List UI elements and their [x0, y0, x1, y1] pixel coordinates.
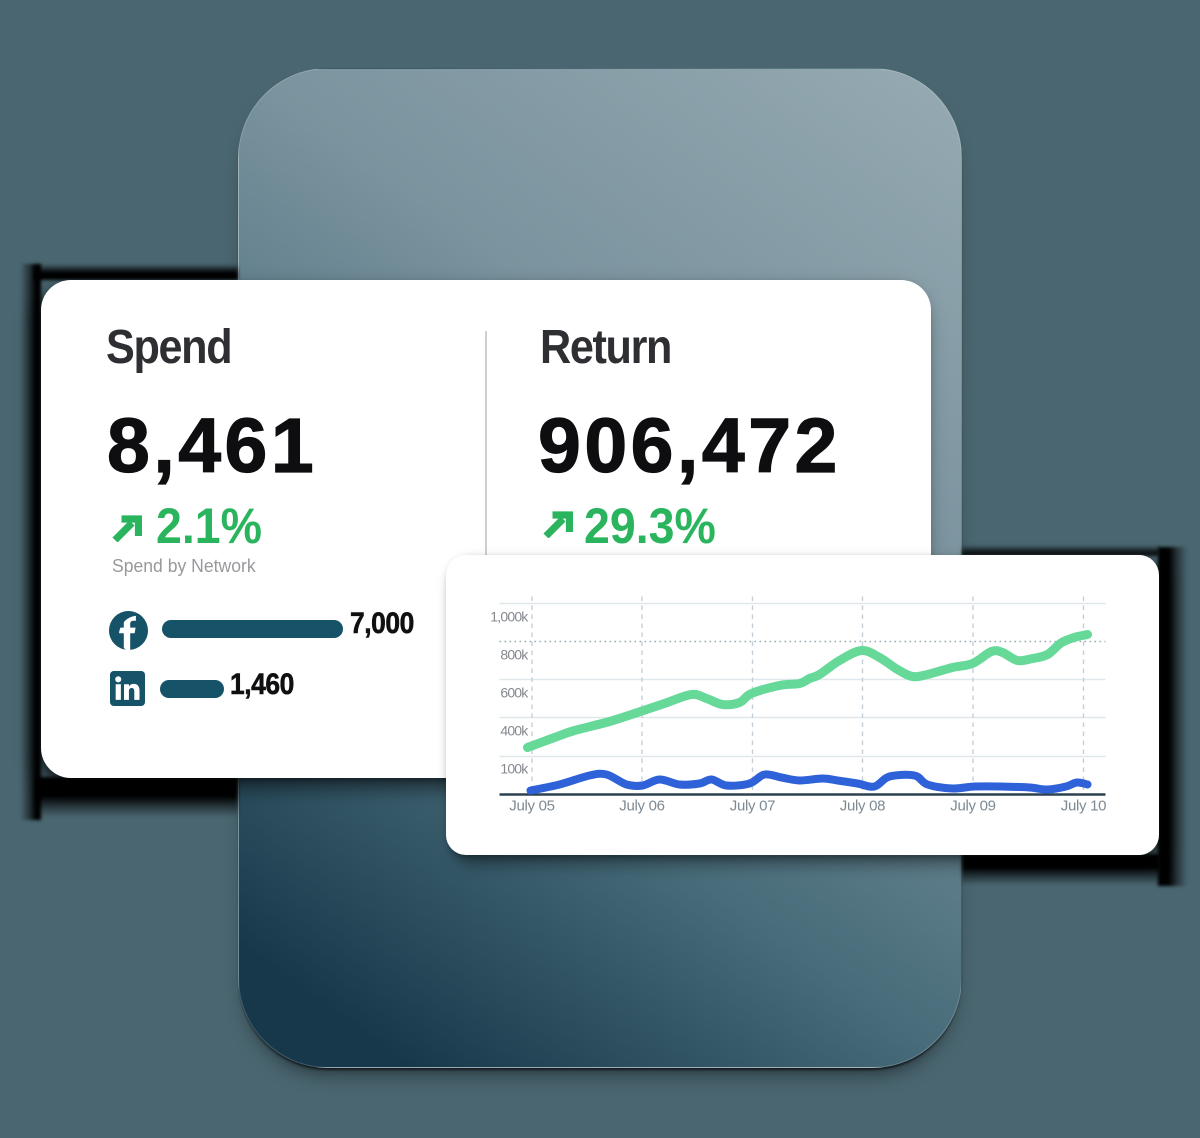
svg-text:100k: 100k — [500, 761, 529, 777]
svg-text:July 10: July 10 — [1061, 798, 1106, 815]
svg-text:July 08: July 08 — [840, 798, 885, 815]
svg-text:July 09: July 09 — [950, 798, 995, 815]
svg-text:July 06: July 06 — [619, 798, 664, 815]
svg-text:July 05: July 05 — [509, 798, 554, 815]
svg-text:July 07: July 07 — [730, 798, 775, 815]
svg-text:1,000k: 1,000k — [490, 609, 529, 625]
svg-text:400k: 400k — [500, 723, 529, 739]
svg-text:600k: 600k — [500, 685, 529, 701]
svg-text:800k: 800k — [500, 647, 529, 663]
